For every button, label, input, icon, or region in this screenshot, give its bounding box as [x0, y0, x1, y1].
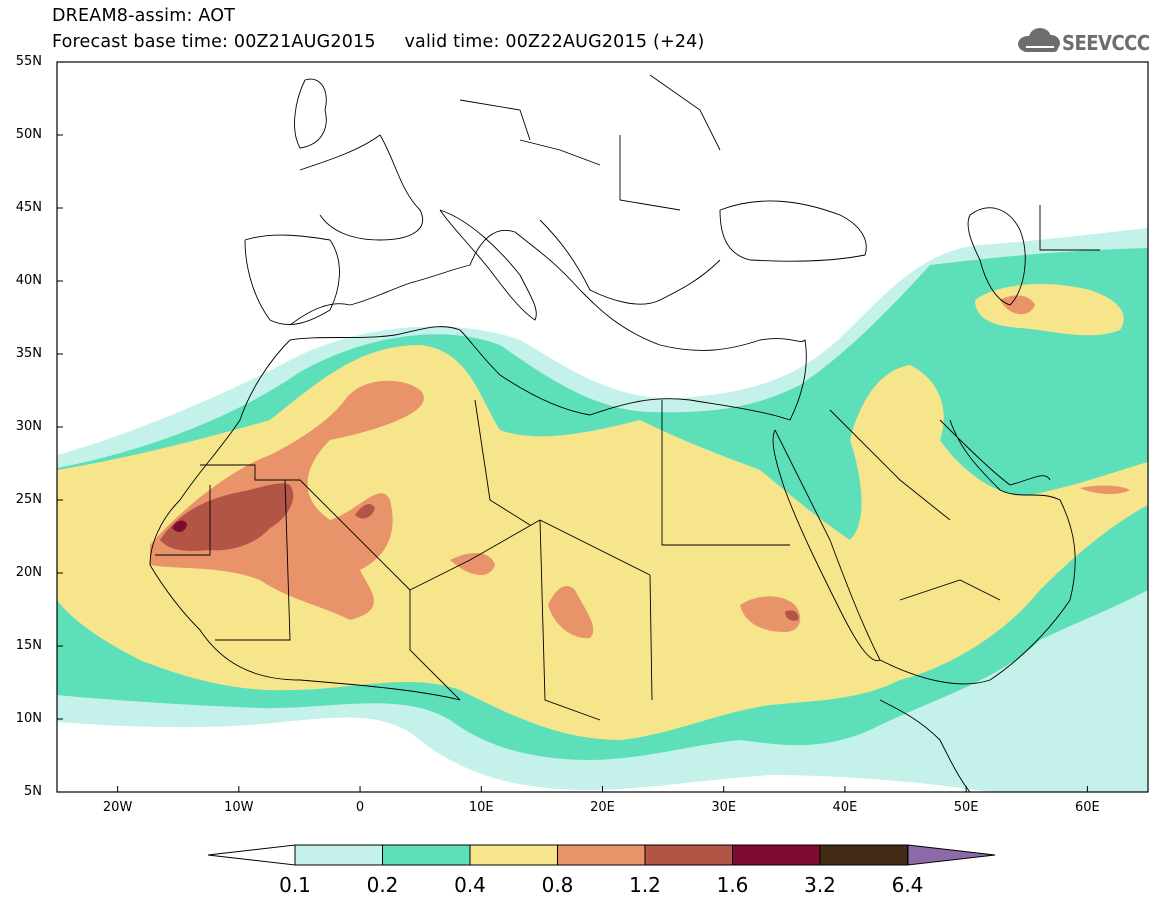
lat-tick-label: 35N — [15, 346, 42, 361]
france-coastline — [299, 134, 423, 241]
country-border — [215, 479, 291, 641]
iberia-coastline — [244, 234, 340, 325]
country-border — [649, 574, 653, 701]
lon-tick-label: 40E — [832, 800, 858, 815]
colorbar-segment — [382, 844, 471, 866]
italy-coastline — [439, 209, 537, 321]
country-border — [474, 399, 531, 526]
colorbar-label: 0.4 — [454, 873, 486, 897]
lat-tick-label: 25N — [15, 492, 42, 507]
aot-band-0-8 — [450, 553, 495, 576]
persian-gulf-coastline — [939, 419, 1051, 486]
britain-coastline — [294, 78, 327, 149]
country-border — [519, 139, 601, 166]
mediterranean-coastline — [289, 230, 807, 421]
arabia-coastline — [879, 419, 1076, 685]
coastlines-and-borders — [149, 74, 1100, 792]
caspian-coastline — [967, 207, 1026, 306]
black-sea-coastline — [719, 200, 867, 262]
country-border — [649, 74, 721, 151]
colorbar-label: 0.2 — [366, 873, 399, 897]
lat-tick-label: 15N — [15, 638, 42, 653]
country-border — [200, 464, 411, 591]
aot-band-1-2 — [160, 483, 294, 551]
seevccc-logo-text: SEEVCCC — [1062, 31, 1150, 55]
country-border — [661, 400, 790, 546]
colorbar-under-arrow — [207, 844, 296, 866]
country-border — [459, 99, 531, 141]
lon-tick-label: 10E — [468, 800, 494, 815]
aot-contour-field — [57, 228, 1148, 792]
colorbar-label: 6.4 — [891, 873, 924, 897]
lat-tick-label: 20N — [15, 565, 42, 580]
chart-title: DREAM8-assim: AOT — [52, 6, 236, 26]
red-sea-coastline — [772, 429, 881, 662]
colorbar-segment — [557, 844, 646, 866]
colorbar-segment — [732, 844, 821, 866]
lon-tick-label: 60E — [1074, 800, 1100, 815]
country-border — [1039, 205, 1100, 251]
lon-tick-label: 20E — [590, 800, 615, 815]
lon-tick-label: 50E — [953, 800, 979, 815]
lat-tick-label: 50N — [15, 127, 42, 142]
lat-tick-label: 30N — [15, 419, 42, 434]
lat-tick-label: 55N — [15, 54, 42, 69]
lon-tick-label: 30E — [711, 800, 737, 815]
colorbar-segment — [469, 844, 558, 866]
country-border — [619, 135, 681, 211]
colorbar-label: 0.8 — [541, 873, 574, 897]
cloud-icon — [1018, 28, 1060, 52]
colorbar-segment — [294, 844, 383, 866]
aot-colorbar — [207, 844, 996, 866]
balkans-coastline — [539, 219, 721, 305]
country-border — [829, 409, 951, 521]
aot-band-0-8 — [740, 596, 801, 632]
country-border — [899, 579, 1001, 601]
aot-band-1-2 — [785, 610, 799, 621]
africa-west-coastline — [149, 339, 461, 701]
aot-band-0-8 — [1000, 295, 1035, 315]
aot-band-0-8 — [548, 585, 594, 639]
country-border — [155, 485, 211, 556]
colorbar-over-arrow — [907, 844, 996, 866]
aot-band-1-2 — [355, 504, 375, 519]
horn-of-africa-coastline — [879, 699, 971, 792]
lat-tick-label: 10N — [15, 711, 42, 726]
colorbar-label: 1.6 — [716, 873, 749, 897]
colorbar-segment — [644, 844, 733, 866]
country-border — [539, 519, 601, 721]
colorbar-label: 0.1 — [279, 873, 311, 897]
colorbar-segment — [819, 844, 908, 866]
colorbar-label: 1.2 — [629, 873, 661, 897]
axis-ticks — [57, 61, 1088, 793]
lat-tick-label: 40N — [15, 273, 42, 288]
aot-band-1-6 — [172, 520, 187, 532]
aot-band-0-8 — [1080, 485, 1130, 494]
lat-tick-label: 5N — [24, 784, 42, 799]
aot-band-0-4 — [57, 345, 1148, 740]
lon-tick-label: 0 — [355, 800, 365, 815]
lon-tick-label: 20W — [102, 800, 133, 815]
forecast-time-subtitle: Forecast base time: 00Z21AUG2015 valid t… — [52, 32, 705, 52]
country-border — [409, 590, 461, 701]
lon-tick-label: 10W — [224, 800, 254, 815]
colorbar-label: 3.2 — [804, 873, 836, 897]
country-border — [409, 519, 651, 591]
lat-tick-label: 45N — [15, 200, 42, 215]
